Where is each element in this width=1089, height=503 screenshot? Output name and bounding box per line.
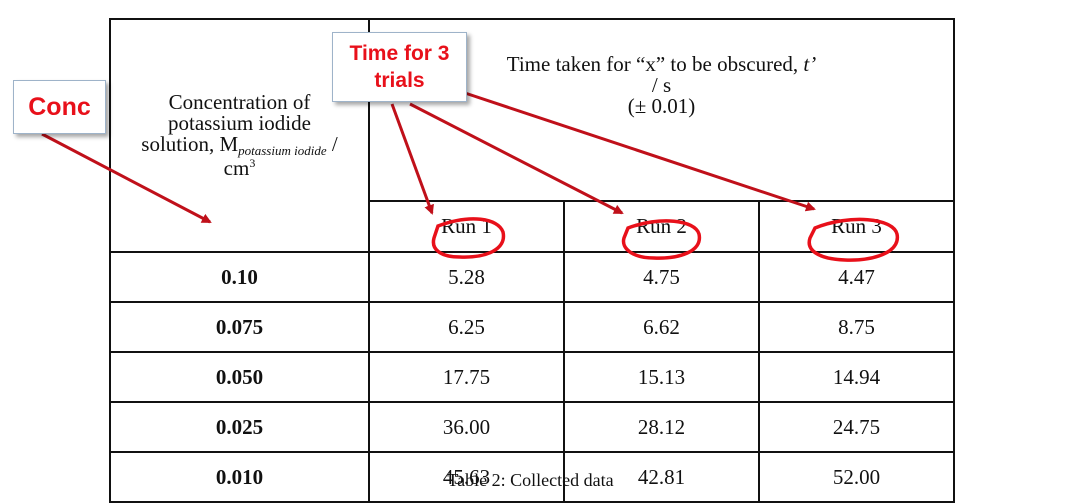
table-caption: Table 2: Collected data xyxy=(447,470,614,490)
time-callout-line2: trials xyxy=(374,69,425,92)
conc-header-unit-sup: 3 xyxy=(249,156,256,170)
conc-header-line2: potassium iodide xyxy=(168,111,311,135)
run-3-header: Run 3 xyxy=(758,200,955,253)
time-callout-line1: Time for 3 xyxy=(349,42,450,65)
run-cell: 17.75 xyxy=(368,351,565,403)
collected-data-table: Concentration of potassium iodide soluti… xyxy=(109,18,955,503)
run-cell: 4.47 xyxy=(758,251,955,303)
run-cell: 8.75 xyxy=(758,301,955,353)
conc-cell: 0.075 xyxy=(109,301,370,353)
conc-header-slash: / xyxy=(326,132,338,156)
time-header-line1: Time taken for “x” to be obscured, xyxy=(506,52,804,76)
run-cell: 6.25 xyxy=(368,301,565,353)
conc-cell: 0.050 xyxy=(109,351,370,403)
run-cell: 5.28 xyxy=(368,251,565,303)
table-row: 0.050 17.75 15.13 14.94 xyxy=(109,351,955,403)
conc-header-subscript: potassium iodide xyxy=(238,143,327,158)
conc-header-unit: cm xyxy=(223,156,250,180)
run-1-header: Run 1 xyxy=(368,200,565,253)
run-2-header: Run 2 xyxy=(563,200,760,253)
time-callout: Time for 3 trials xyxy=(332,32,467,102)
run-cell: 52.00 xyxy=(758,451,955,503)
run-cell: 4.75 xyxy=(563,251,760,303)
run-cell: 24.75 xyxy=(758,401,955,453)
conc-cell: 0.025 xyxy=(109,401,370,453)
run-cell: 36.00 xyxy=(368,401,565,453)
conc-header-line3: solution, M xyxy=(141,132,239,156)
run-cell: 28.12 xyxy=(563,401,760,453)
table-row: 0.025 36.00 28.12 24.75 xyxy=(109,401,955,453)
table-row: 0.10 5.28 4.75 4.47 xyxy=(109,251,955,303)
time-header-symbol: t’ xyxy=(803,52,817,76)
header-row: Concentration of potassium iodide soluti… xyxy=(109,18,955,253)
table-row: 0.075 6.25 6.62 8.75 xyxy=(109,301,955,353)
run-cell: 6.62 xyxy=(563,301,760,353)
conc-callout: Conc xyxy=(13,80,106,134)
conc-cell: 0.10 xyxy=(109,251,370,303)
conc-header-line1: Concentration of xyxy=(168,90,311,114)
time-header-uncertainty: (± 0.01) xyxy=(627,94,696,118)
run-cell: 14.94 xyxy=(758,351,955,403)
concentration-header: Concentration of potassium iodide soluti… xyxy=(109,18,370,253)
time-header-unit: / s xyxy=(651,73,672,97)
run-cell: 15.13 xyxy=(563,351,760,403)
